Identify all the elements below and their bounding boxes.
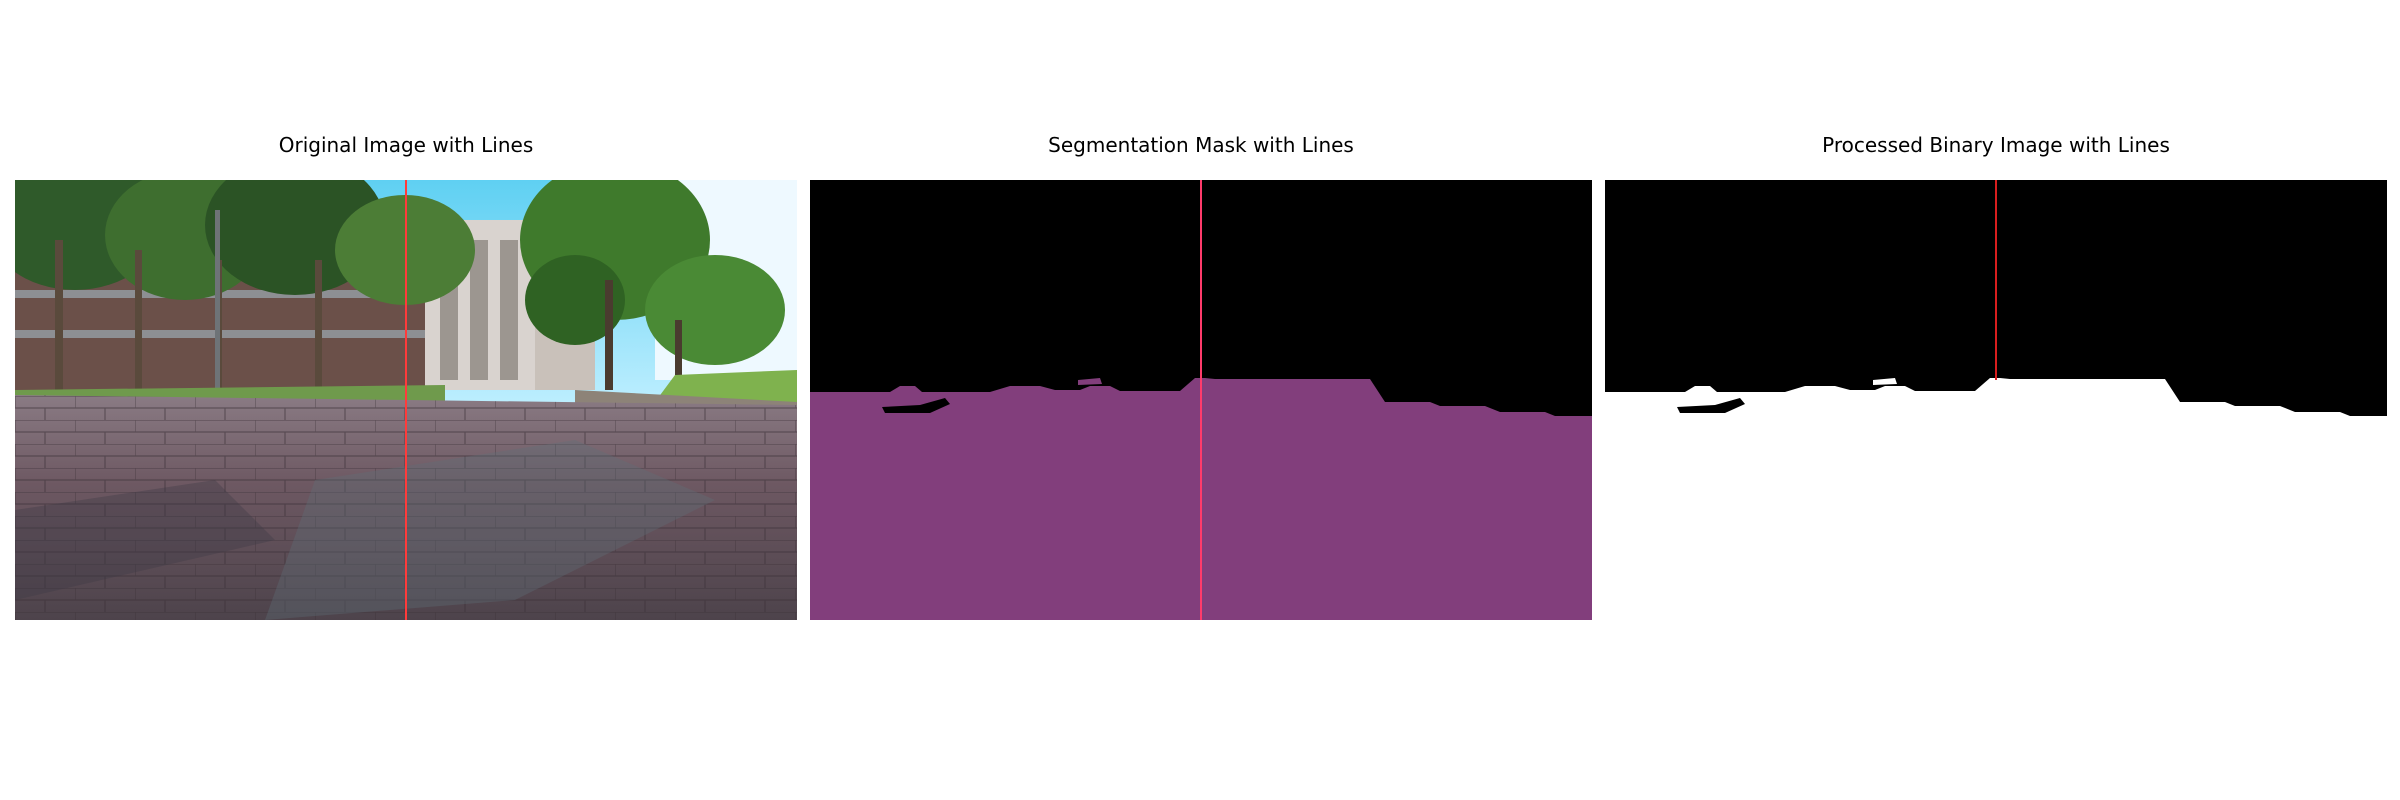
original-image <box>15 180 797 620</box>
panel-segmentation: Segmentation Mask with Lines <box>810 0 1592 800</box>
panel-original: Original Image with Lines <box>15 0 797 800</box>
panel-title-binary: Processed Binary Image with Lines <box>1822 133 2170 157</box>
panel-title-original: Original Image with Lines <box>278 133 534 157</box>
segmentation-mask <box>810 180 1592 620</box>
binary-image <box>1605 180 2387 620</box>
panel-binary: Processed Binary Image with Lines <box>1605 0 2387 800</box>
panel-title-segmentation: Segmentation Mask with Lines <box>1048 133 1354 157</box>
